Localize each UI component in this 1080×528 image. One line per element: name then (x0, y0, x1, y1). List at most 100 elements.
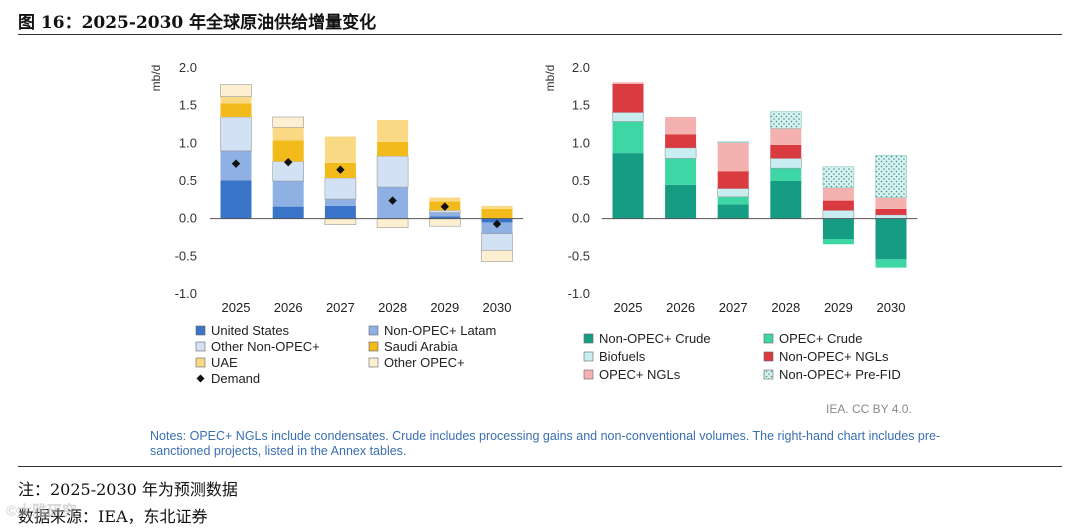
bar-non-opec-latam-2029 (429, 212, 461, 217)
y-tick-label: -1.0 (175, 286, 197, 301)
bar-united-states-2026 (272, 206, 304, 219)
legend-swatch-other-non-opec (195, 341, 206, 352)
demand-marker-2030 (492, 219, 502, 229)
bar-non-opec-ngls-2029 (822, 200, 854, 211)
notes: Notes: OPEC+ NGLs include condensates. C… (150, 429, 941, 458)
bar-other-opec-2029 (428, 218, 461, 227)
legend-swatch-uae (195, 357, 206, 368)
bar-opec-crude-2030 (875, 259, 907, 268)
bar-saudi-arabia-2028 (377, 141, 409, 157)
bar-biofuels-2029 (822, 210, 855, 219)
y-tick-label: -0.5 (568, 248, 590, 263)
legend-swatch-non-opec-pre-fid (763, 369, 774, 380)
bar-other-non-opec-2025 (220, 116, 252, 152)
bar-non-opec-crude-2030 (875, 218, 907, 260)
x-tick-label: 2028 (771, 300, 800, 315)
top-rule (18, 34, 1062, 35)
bar-non-opec-ngls-2026 (665, 134, 697, 148)
bottom-rule (18, 466, 1062, 467)
bar-non-opec-crude-2029 (822, 218, 854, 240)
bar-other-opec-2028 (376, 218, 409, 229)
x-tick-label: 2025 (614, 300, 643, 315)
x-tick-label: 2030 (483, 300, 512, 315)
x-tick-label: 2027 (326, 300, 355, 315)
bar-other-opec-2030 (481, 250, 513, 262)
demand-marker-2028 (388, 196, 397, 205)
y-tick-label: 0.5 (572, 173, 590, 188)
legend-label-demand: Demand (211, 371, 260, 386)
bar-saudi-arabia-2025 (220, 103, 252, 117)
bar-opec-ngls-2028 (770, 128, 802, 145)
bar-other-opec-2026 (272, 116, 304, 128)
legend-label-non-opec-latam: Non-OPEC+ Latam (384, 323, 496, 338)
bar-non-opec-crude-2026 (665, 184, 697, 219)
legend-swatch-non-opec-crude (583, 333, 594, 344)
bar-saudi-arabia-2030 (481, 208, 513, 219)
x-tick-label: 2027 (719, 300, 748, 315)
y-axis-label: mb/d (149, 65, 163, 92)
demand-marker-2027 (336, 165, 345, 174)
demand-marker-2026 (284, 157, 293, 167)
figure-title: 图 16：2025-2030 年全球原油供给增量变化 (18, 13, 377, 33)
y-tick-label: 1.5 (179, 98, 197, 113)
y-tick-label: 1.0 (572, 135, 590, 150)
bar-uae-2029 (429, 197, 461, 202)
x-tick-label: 2026 (666, 300, 695, 315)
legend-label-saudi-arabia: Saudi Arabia (384, 339, 458, 354)
bar-uae-2030 (481, 205, 513, 209)
bar-uae-2028 (377, 119, 409, 142)
footnote-note: 注：2025-2030 年为预测数据 (18, 480, 238, 499)
legend-swatch-other-opec (368, 357, 379, 368)
bar-opec-crude-2027 (717, 196, 749, 205)
legend-swatch-demand (196, 374, 205, 383)
legend-swatch-non-opec-latam (368, 325, 379, 336)
y-tick-label: -1.0 (568, 286, 590, 301)
watermark: ©大雅研究 (6, 503, 78, 520)
bar-non-opec-crude-2028 (770, 181, 802, 219)
legend-label-non-opec-crude: Non-OPEC+ Crude (599, 331, 711, 346)
legend-label-united-states: United States (211, 323, 290, 338)
bar-united-states-2029 (429, 216, 461, 219)
bar-united-states-2027 (324, 205, 356, 219)
x-tick-label: 2029 (430, 300, 459, 315)
legend-swatch-opec-crude (763, 333, 774, 344)
bar-uae-2025 (220, 96, 252, 104)
bar-other-opec-2027 (324, 218, 357, 225)
x-tick-label: 2029 (824, 300, 853, 315)
bar-other-non-opec-2028 (376, 155, 409, 188)
bar-opec-ngls-2026 (665, 116, 697, 135)
bar-opec-crude-2025 (612, 121, 644, 154)
legend-swatch-biofuels (583, 351, 594, 362)
bar-biofuels-2026 (664, 147, 697, 159)
x-tick-label: 2025 (222, 300, 251, 315)
x-tick-label: 2026 (274, 300, 303, 315)
bar-non-opec-pre-fid-2029 (822, 166, 855, 189)
bar-non-opec-pre-fid-2027 (717, 141, 749, 143)
legend-label-opec-crude: OPEC+ Crude (779, 331, 862, 346)
bar-opec-ngls-2030 (875, 197, 907, 209)
bar-biofuels-2030 (875, 214, 907, 219)
bar-saudi-arabia-2026 (272, 140, 304, 162)
y-axis-label: mb/d (543, 65, 557, 92)
bar-non-opec-ngls-2027 (717, 171, 749, 189)
legend-swatch-united-states (195, 325, 206, 336)
legend-label-non-opec-pre-fid: Non-OPEC+ Pre-FID (779, 367, 901, 382)
bar-opec-ngls-2029 (822, 187, 854, 201)
credit: IEA. CC BY 4.0. (826, 402, 912, 416)
footnote-source: 数据来源：IEA，东北证券 (18, 507, 208, 526)
y-tick-label: 1.0 (179, 135, 197, 150)
legend-label-biofuels: Biofuels (599, 349, 646, 364)
bar-opec-ngls-2027 (717, 142, 749, 172)
bar-non-opec-crude-2027 (717, 204, 749, 219)
y-tick-label: -0.5 (175, 248, 197, 263)
y-tick-label: 0.5 (179, 173, 197, 188)
bar-non-opec-pre-fid-2028 (770, 111, 802, 129)
bar-biofuels-2028 (770, 158, 802, 169)
bar-uae-2026 (272, 127, 304, 141)
legend-swatch-saudi-arabia (368, 341, 379, 352)
x-tick-label: 2030 (877, 300, 906, 315)
legend-label-other-non-opec: Other Non-OPEC+ (211, 339, 320, 354)
legend-label-opec-ngls: OPEC+ NGLs (599, 367, 681, 382)
bar-non-opec-latam-2026 (272, 181, 304, 207)
y-tick-label: 2.0 (572, 60, 590, 75)
